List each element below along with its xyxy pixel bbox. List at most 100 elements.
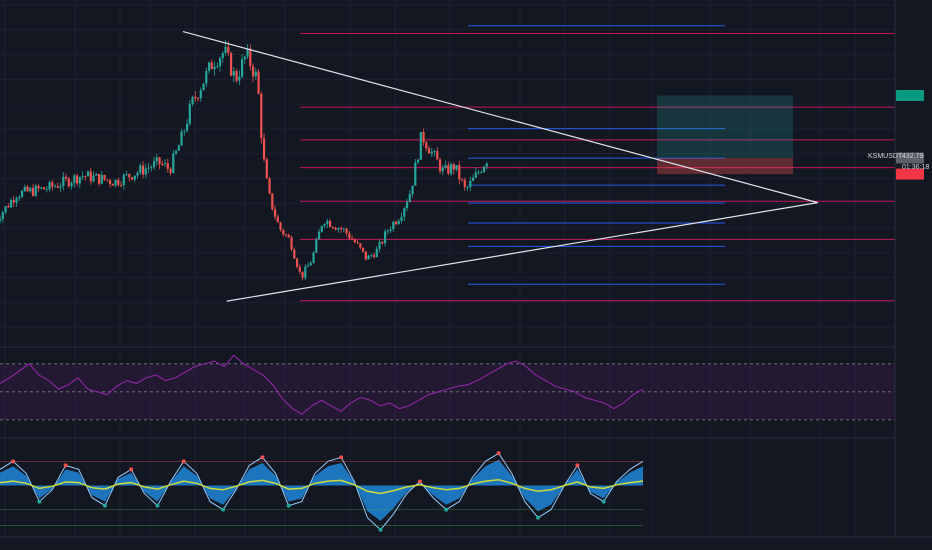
rsi-pane[interactable] (0, 354, 895, 421)
candle-body (108, 180, 112, 184)
wave-cross-dot (339, 455, 344, 460)
candle-body (122, 174, 125, 186)
candle-body (425, 142, 428, 149)
candle-body (125, 173, 128, 175)
candle-body (51, 182, 54, 187)
candle-body (216, 66, 219, 68)
candle-body (150, 167, 153, 169)
candle-body (295, 258, 299, 268)
price-tag-bg (896, 89, 924, 101)
wave-trend-line (0, 452, 644, 531)
wave-cross-dot (102, 503, 107, 508)
candle-body (185, 123, 189, 131)
pane-divider[interactable] (0, 0, 932, 538)
wave-cross-dot (221, 507, 226, 512)
candle-body (155, 157, 158, 162)
candle-body (480, 172, 483, 173)
candle-body (331, 226, 334, 228)
candle-body (438, 159, 442, 172)
candle-body (469, 180, 472, 188)
candle-body (40, 187, 43, 189)
candle-body (306, 265, 310, 267)
candle-body (1, 212, 4, 220)
candle-body (339, 228, 343, 230)
candle-body (378, 242, 381, 249)
candle-body (174, 150, 178, 154)
candle-body (205, 70, 208, 84)
candle-body (73, 175, 76, 183)
candle-body (386, 230, 389, 232)
candle-body (400, 216, 403, 221)
last-price-label: 432.79 (902, 153, 924, 160)
candle-body (359, 243, 362, 248)
price-axis[interactable] (896, 89, 924, 180)
price-pane[interactable] (0, 25, 895, 302)
candle-body (251, 66, 255, 77)
candle-body (227, 46, 230, 53)
candle-body (345, 228, 348, 234)
candle-body (26, 186, 29, 192)
candle-body (166, 163, 169, 169)
wave-cross-dot (63, 463, 68, 468)
candle-body (141, 165, 145, 175)
candle-body (282, 229, 285, 235)
candle-body (444, 165, 447, 168)
candle-body (246, 48, 249, 57)
candle-body (70, 182, 73, 187)
candle-body (133, 175, 136, 180)
candle-body (315, 239, 318, 253)
price-tag-bg (896, 152, 924, 164)
grid (0, 0, 895, 537)
candle-body (29, 188, 32, 192)
candle-body (130, 177, 134, 180)
wave-cross-dot (444, 507, 449, 512)
candle-body (48, 182, 51, 190)
candle-body (441, 167, 444, 172)
candle-body (370, 255, 373, 257)
candle-body (224, 46, 227, 54)
wave-trend-pane[interactable] (0, 451, 644, 532)
candle-body (383, 231, 387, 244)
candle-body (372, 255, 376, 258)
candle-body (427, 148, 431, 154)
candle-body (471, 177, 475, 181)
candle-body (42, 187, 46, 190)
wave-cross-dot (601, 499, 606, 504)
candle-body (389, 229, 392, 231)
candle-body (37, 185, 40, 189)
candle-body (207, 62, 211, 71)
candle-body (191, 96, 194, 104)
candle-body (463, 180, 466, 188)
candle-body (392, 221, 395, 230)
candle-body (136, 172, 139, 176)
candle-body (218, 58, 222, 67)
candle-body (196, 98, 200, 100)
candle-body (202, 83, 205, 91)
position-stop-zone (657, 157, 793, 175)
candle-body (172, 153, 175, 173)
candle-body (326, 220, 329, 225)
candle-body (408, 193, 411, 202)
candle-body (78, 176, 81, 184)
candle-body (436, 151, 439, 160)
candle-body (20, 190, 24, 198)
candle-body (139, 165, 142, 173)
wave-cross-dot (37, 499, 42, 504)
candle-body (75, 175, 79, 184)
candle-body (460, 179, 464, 181)
candle-body (364, 251, 367, 260)
candle-body (180, 131, 183, 146)
wave-cross-dot (129, 467, 134, 472)
price-tag-bg (896, 168, 924, 180)
candle-body (361, 247, 365, 252)
candle-body (221, 53, 224, 59)
candle-body (59, 186, 62, 188)
candle-body (89, 171, 92, 182)
candle-body (405, 201, 409, 209)
symbol-label: KSMUSDT (868, 153, 903, 160)
symbol-label-group: KSMUSDT 432.79 01:36:18 (868, 153, 929, 171)
candle-body (381, 242, 384, 244)
wave-cross-dot (155, 503, 160, 508)
candle-body (356, 242, 359, 244)
